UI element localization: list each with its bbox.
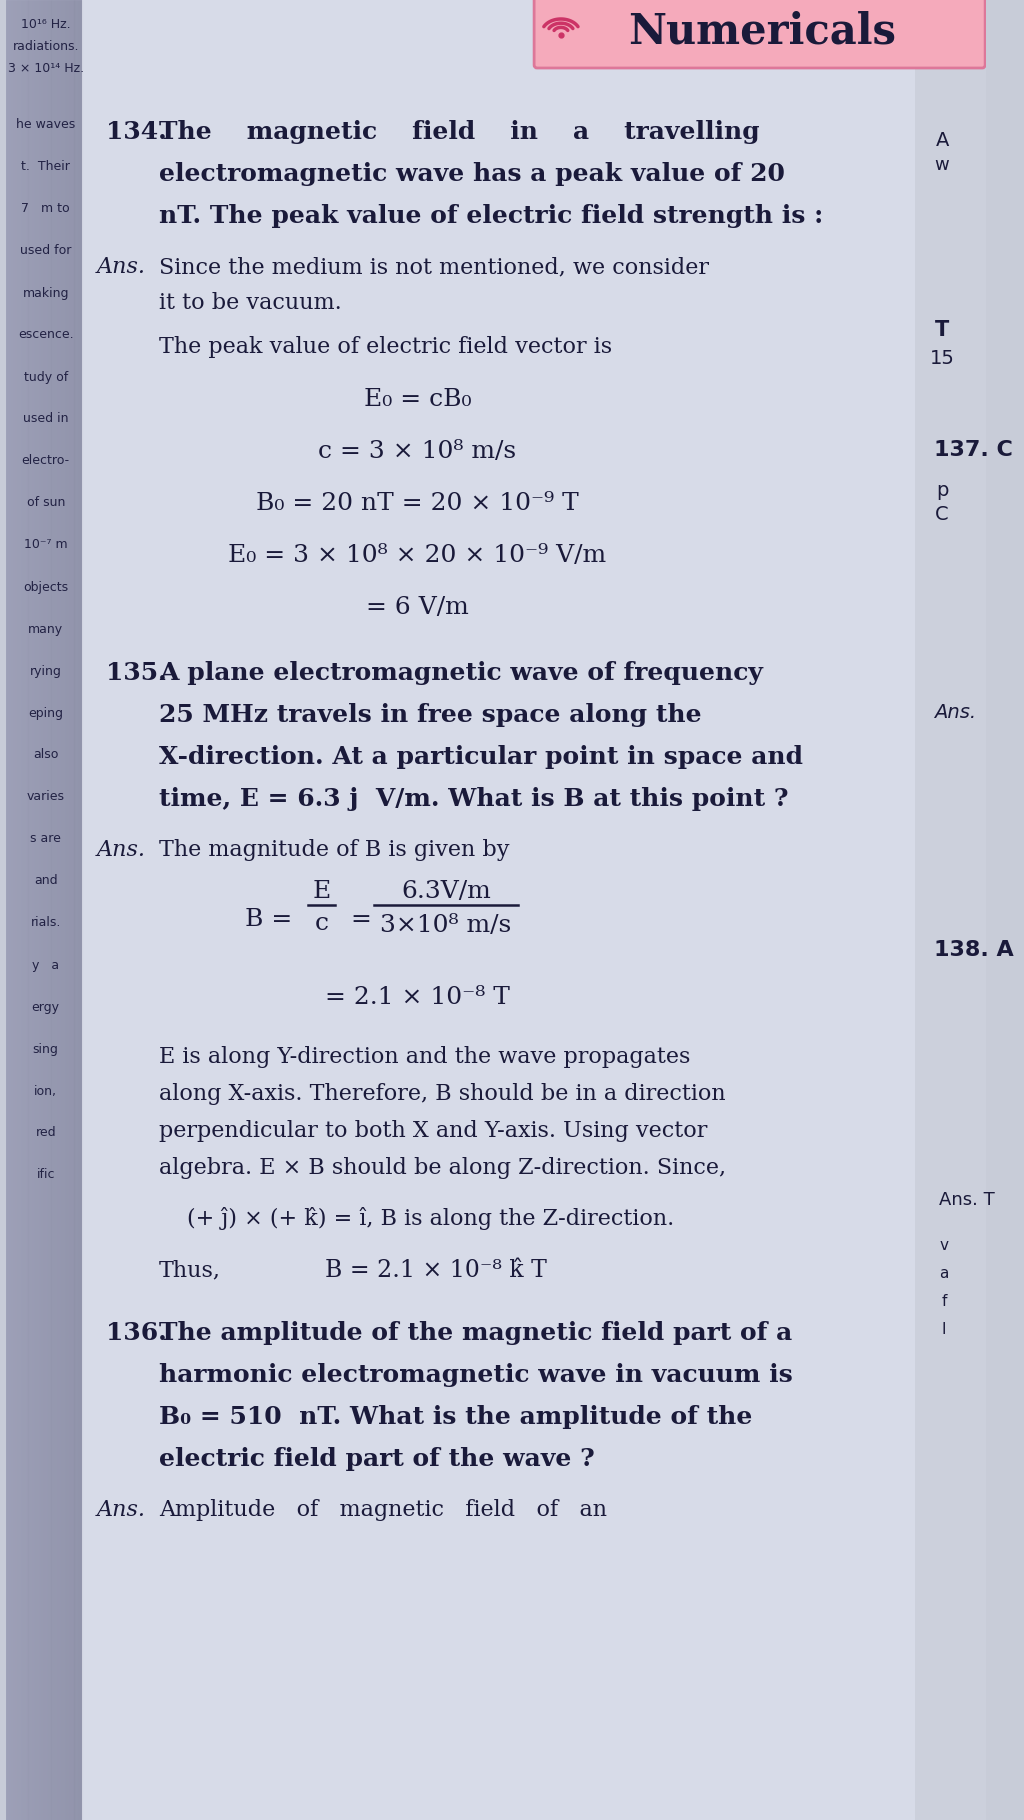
Text: ific: ific [37, 1168, 55, 1181]
Text: used for: used for [20, 244, 72, 257]
Text: E₀ = 3 × 10⁸ × 20 × 10⁻⁹ V/m: E₀ = 3 × 10⁸ × 20 × 10⁻⁹ V/m [228, 544, 606, 568]
Text: 134.: 134. [106, 120, 167, 144]
Text: and: and [34, 874, 57, 888]
Text: time, E = 6.3 j  V/m. What is B at this point ?: time, E = 6.3 j V/m. What is B at this p… [159, 786, 788, 812]
Text: 15: 15 [930, 348, 954, 368]
Text: red: red [36, 1127, 56, 1139]
Text: a: a [939, 1265, 948, 1281]
Text: T: T [935, 320, 949, 340]
Text: 137. C: 137. C [934, 440, 1014, 460]
Text: E is along Y-direction and the wave propagates: E is along Y-direction and the wave prop… [159, 1046, 690, 1068]
Text: Numericals: Numericals [628, 9, 896, 53]
Polygon shape [915, 0, 986, 1820]
Text: c = 3 × 10⁸ m/s: c = 3 × 10⁸ m/s [318, 440, 516, 462]
Text: used in: used in [23, 413, 69, 426]
Text: nT. The peak value of electric field strength is :: nT. The peak value of electric field str… [159, 204, 823, 228]
Text: =: = [350, 908, 371, 930]
Text: t.  Their: t. Their [22, 160, 71, 173]
Text: perpendicular to both X and Y-axis. Using vector: perpendicular to both X and Y-axis. Usin… [159, 1119, 708, 1141]
Text: f: f [941, 1294, 946, 1309]
Text: also: also [33, 748, 58, 761]
Text: y   a: y a [32, 959, 59, 972]
FancyBboxPatch shape [535, 0, 985, 67]
Text: A: A [935, 131, 949, 149]
Text: Since the medium is not mentioned, we consider: Since the medium is not mentioned, we co… [159, 257, 709, 278]
Text: Ans. T: Ans. T [939, 1190, 995, 1208]
Text: = 2.1 × 10⁻⁸ T: = 2.1 × 10⁻⁸ T [325, 986, 510, 1008]
Text: 7   m to: 7 m to [22, 202, 70, 215]
Text: electric field part of the wave ?: electric field part of the wave ? [159, 1447, 595, 1471]
Text: escence.: escence. [17, 328, 74, 342]
Polygon shape [82, 0, 986, 1820]
Text: electro-: electro- [22, 455, 70, 468]
Text: ion,: ion, [34, 1085, 57, 1097]
Text: 135.: 135. [106, 661, 167, 684]
Text: c: c [314, 912, 329, 934]
Text: along X-axis. Therefore, B should be in a direction: along X-axis. Therefore, B should be in … [159, 1083, 725, 1105]
Text: 10⁻⁷ m: 10⁻⁷ m [24, 539, 68, 551]
Text: 6.3V/m: 6.3V/m [401, 879, 490, 903]
Text: sing: sing [33, 1043, 58, 1056]
Text: rying: rying [30, 664, 61, 677]
Text: Ans.: Ans. [96, 839, 145, 861]
Text: X-direction. At a particular point in space and: X-direction. At a particular point in sp… [159, 744, 803, 770]
Text: of sun: of sun [27, 497, 65, 510]
Text: B₀ = 20 nT = 20 × 10⁻⁹ T: B₀ = 20 nT = 20 × 10⁻⁹ T [256, 491, 579, 515]
Text: radiations.: radiations. [12, 40, 79, 53]
Text: electromagnetic wave has a peak value of 20: electromagnetic wave has a peak value of… [159, 162, 784, 186]
Text: Ans.: Ans. [934, 703, 977, 721]
Text: 3 × 10¹⁴ Hz.: 3 × 10¹⁴ Hz. [7, 62, 84, 75]
Text: algebra. E × B should be along Z-direction. Since,: algebra. E × B should be along Z-directi… [159, 1158, 726, 1179]
Text: v: v [939, 1238, 948, 1252]
Text: 10¹⁶ Hz.: 10¹⁶ Hz. [20, 18, 71, 31]
Text: 136.: 136. [106, 1321, 167, 1345]
Text: making: making [23, 286, 69, 300]
Text: 138. A: 138. A [934, 939, 1014, 959]
Text: C: C [935, 506, 949, 524]
Text: Amplitude   of   magnetic   field   of   an: Amplitude of magnetic field of an [159, 1500, 607, 1522]
Text: Thus,: Thus, [159, 1259, 221, 1281]
Text: 3×10⁸ m/s: 3×10⁸ m/s [380, 914, 512, 937]
Text: eping: eping [29, 706, 63, 719]
Text: many: many [29, 622, 63, 635]
Text: B₀ = 510  nT. What is the amplitude of the: B₀ = 510 nT. What is the amplitude of th… [159, 1405, 752, 1429]
Text: B =: B = [245, 908, 300, 930]
Text: s are: s are [31, 832, 61, 846]
Text: he waves: he waves [16, 118, 76, 131]
Text: = 6 V/m: = 6 V/m [366, 595, 469, 619]
Text: The magnitude of B is given by: The magnitude of B is given by [159, 839, 509, 861]
Text: harmonic electromagnetic wave in vacuum is: harmonic electromagnetic wave in vacuum … [159, 1363, 793, 1387]
Text: tudy of: tudy of [24, 371, 68, 384]
Polygon shape [5, 0, 82, 1820]
Text: (+ ĵ) × (+ k̂) = î, B is along the Z-direction.: (+ ĵ) × (+ k̂) = î, B is along the Z-dir… [187, 1207, 675, 1230]
Text: A plane electromagnetic wave of frequency: A plane electromagnetic wave of frequenc… [159, 661, 763, 684]
Text: B = 2.1 × 10⁻⁸ k̂ T: B = 2.1 × 10⁻⁸ k̂ T [326, 1259, 548, 1281]
Text: The amplitude of the magnetic field part of a: The amplitude of the magnetic field part… [159, 1321, 792, 1345]
Text: Ans.: Ans. [96, 1500, 145, 1522]
Text: E₀ = cB₀: E₀ = cB₀ [364, 388, 471, 411]
Text: varies: varies [27, 790, 65, 803]
Text: it to be vacuum.: it to be vacuum. [159, 291, 341, 315]
Text: E: E [312, 879, 331, 903]
Text: Ans.: Ans. [96, 257, 145, 278]
Text: 25 MHz travels in free space along the: 25 MHz travels in free space along the [159, 703, 701, 726]
Text: The    magnetic    field    in    a    travelling: The magnetic field in a travelling [159, 120, 760, 144]
Text: rials.: rials. [31, 917, 60, 930]
Text: p: p [936, 480, 948, 499]
Text: The peak value of electric field vector is: The peak value of electric field vector … [159, 337, 612, 359]
Text: ergy: ergy [32, 1001, 59, 1014]
Polygon shape [5, 0, 986, 1820]
Text: w: w [935, 157, 949, 175]
Text: I: I [942, 1321, 946, 1336]
Text: objects: objects [24, 581, 69, 593]
